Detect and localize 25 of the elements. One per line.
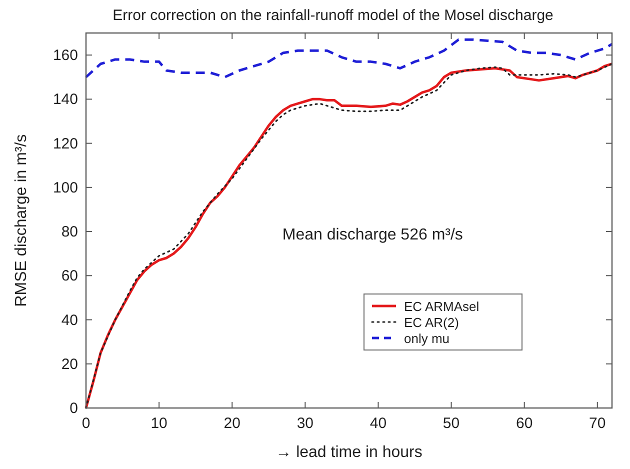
- chart-title: Error correction on the rainfall-runoff model of the Mosel discharge: [112, 7, 554, 24]
- line-series: [84, 38, 614, 78]
- x-tick-label: 20: [224, 415, 240, 432]
- y-tick-label: 40: [61, 312, 78, 329]
- x-tick-label: 60: [516, 415, 533, 432]
- legend-label: EC ARMAsel: [404, 299, 480, 314]
- x-tick-label: 40: [370, 415, 387, 432]
- x-tick-label: 50: [442, 415, 460, 432]
- x-tick-label: 30: [296, 415, 314, 432]
- x-tick-label: 70: [589, 415, 606, 432]
- y-tick-label: 120: [52, 135, 78, 152]
- y-tick-label: 20: [61, 356, 78, 373]
- y-tick-label: 100: [52, 179, 78, 196]
- y-tick-label: 60: [61, 268, 78, 285]
- y-tick-label: 140: [52, 91, 78, 108]
- y-tick-label: 0: [70, 400, 78, 417]
- x-axis-title: → lead time in hours: [276, 444, 422, 461]
- legend-label: only mu: [404, 331, 450, 346]
- legend-label: EC AR(2): [404, 315, 459, 330]
- x-tick-label: 0: [82, 415, 90, 432]
- annotation: Mean discharge 526 m³/s: [282, 226, 463, 244]
- x-tick-label: 10: [150, 415, 168, 432]
- y-axis-title: RMSE discharge in m³/s: [13, 134, 30, 307]
- y-tick-label: 80: [61, 224, 78, 241]
- y-tick-label: 160: [52, 47, 78, 64]
